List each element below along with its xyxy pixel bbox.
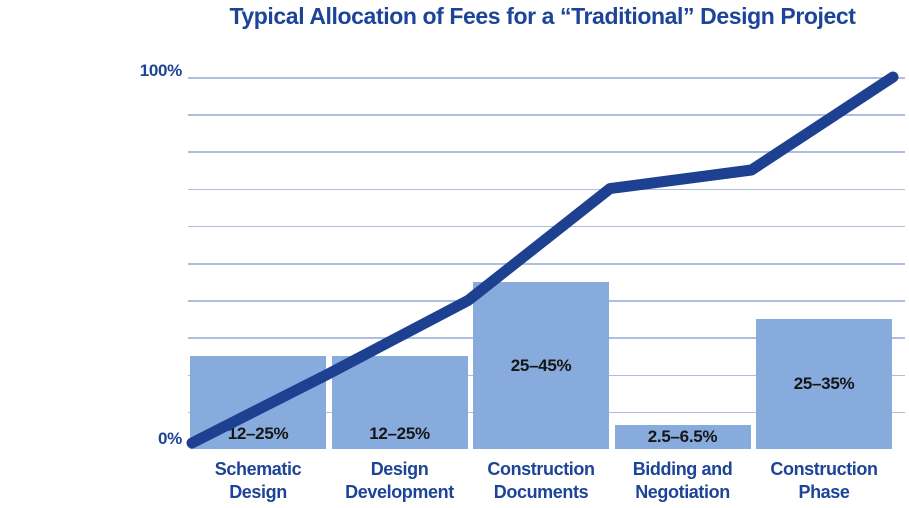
bar-bidding-negotiation: 2.5–6.5% (614, 425, 751, 449)
category-line: Design (370, 459, 429, 479)
gridline-70pct (188, 188, 905, 191)
category-label-schematic-design: Schematic Design (178, 458, 338, 504)
category-line: Construction (770, 459, 878, 479)
gridline-60pct (188, 225, 905, 228)
bar-range-label: 12–25% (227, 424, 289, 443)
category-line: Schematic (214, 459, 302, 479)
category-line: Bidding and (632, 459, 733, 479)
category-label-design-development: Design Development (320, 458, 480, 504)
gridline-90pct (188, 114, 905, 116)
gridline-80pct (188, 151, 905, 153)
y-axis-label-0: 0% (158, 429, 182, 448)
category-label-construction-phase: Construction Phase (744, 458, 904, 504)
category-line: Phase (798, 482, 850, 502)
bar-construction-phase: 25–35% (756, 319, 892, 449)
bar-range-label: 12–25% (369, 424, 430, 443)
category-line: Development (345, 482, 454, 502)
category-line: Construction (487, 459, 595, 479)
gridline-100pct (188, 77, 905, 79)
bar-range-label: 25–35% (793, 374, 855, 393)
category-label-construction-documents: Construction Documents (461, 458, 621, 504)
bar-schematic-design: 12–25% (190, 356, 326, 449)
bar-range-label: 25–45% (510, 355, 572, 375)
gridline-50pct (188, 263, 905, 265)
y-axis-label-100: 100% (139, 61, 183, 80)
category-label-bidding-negotiation: Bidding and Negotiation (603, 458, 763, 504)
bar-range-label: 2.5–6.5% (647, 427, 718, 446)
bar-construction-documents: 25–45% (473, 282, 609, 449)
category-line: Design (229, 482, 287, 502)
bar-design-development: 12–25% (331, 356, 468, 449)
category-line: Negotiation (635, 482, 730, 502)
category-line: Documents (493, 482, 589, 502)
chart-title: Typical Allocation of Fees for a “Tradit… (229, 3, 856, 29)
